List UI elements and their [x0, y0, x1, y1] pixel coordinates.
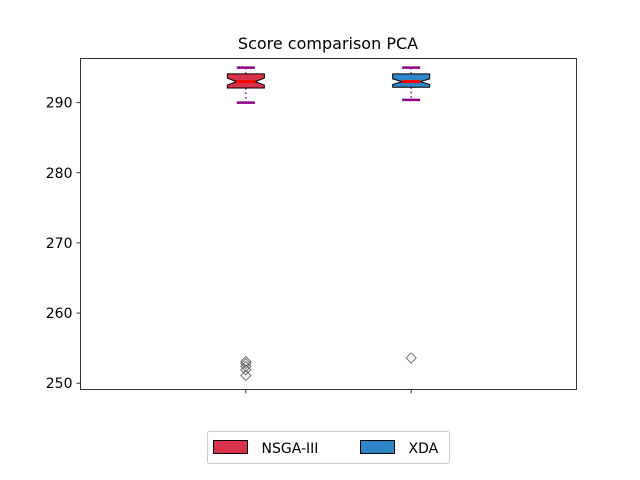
y-tick-label: 250 — [46, 376, 73, 392]
y-tick-label: 270 — [46, 236, 73, 252]
y-tick-label: 290 — [46, 96, 73, 112]
x-axis — [245, 389, 412, 394]
box-series-group — [226, 66, 431, 382]
legend-frame — [207, 431, 450, 464]
y-tick-label: 280 — [46, 166, 73, 182]
chart-title: Score comparison PCA — [238, 34, 418, 53]
y-tick-label: 260 — [46, 306, 73, 322]
outlier-point — [240, 369, 252, 382]
outlier-point — [240, 357, 252, 370]
box-nsga-iii — [226, 66, 265, 382]
outlier-point — [405, 352, 417, 364]
y-axis: 250 260 270 280 290 — [46, 96, 81, 392]
legend-swatch — [213, 440, 248, 454]
box-xda — [392, 66, 431, 364]
legend-swatch — [360, 440, 395, 454]
legend-label: XDA — [409, 441, 439, 457]
plot-area — [80, 58, 577, 390]
outlier-point — [240, 355, 252, 368]
legend: NSGA-III XDA — [207, 431, 450, 464]
legend-label: NSGA-III — [262, 441, 319, 457]
